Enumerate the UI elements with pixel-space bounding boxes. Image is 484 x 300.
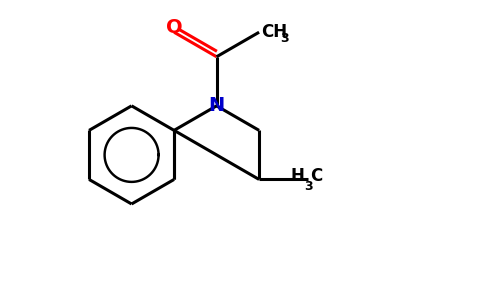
- Text: 3: 3: [304, 180, 313, 194]
- Text: CH: CH: [261, 23, 287, 41]
- Text: N: N: [209, 96, 225, 115]
- Text: H: H: [290, 167, 304, 184]
- Text: O: O: [166, 18, 182, 37]
- Text: C: C: [311, 167, 323, 184]
- Text: 3: 3: [281, 32, 289, 45]
